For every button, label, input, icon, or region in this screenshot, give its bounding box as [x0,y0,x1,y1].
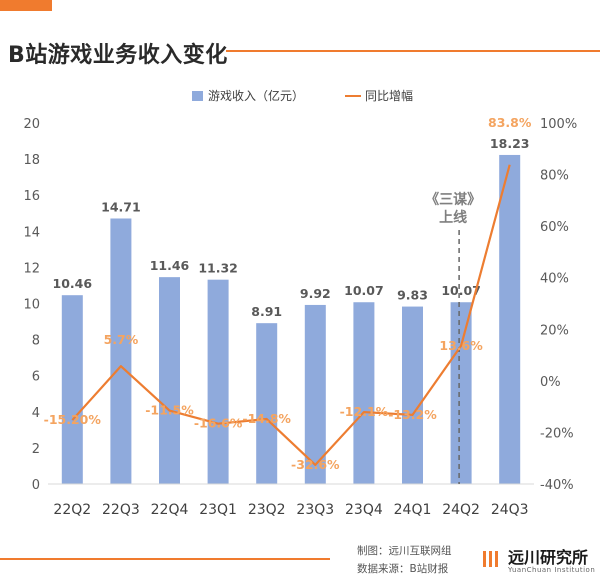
x-tick-label: 24Q2 [442,502,480,518]
bar [61,295,83,484]
x-tick-label: 24Q3 [491,502,529,518]
line-value-label: -14.8% [242,411,291,426]
bar-value-label: 11.46 [150,258,190,273]
line-value-label: -16.6% [194,416,243,431]
bar [256,323,278,484]
footer-divider [0,558,330,560]
line-value-label: 5.7% [104,332,139,347]
bar [450,302,472,484]
bar-value-label: 18.23 [490,136,530,151]
y-right-tick-label: 0% [540,375,561,390]
y-left-tick-label: 18 [23,153,40,168]
y-left-tick-label: 14 [23,225,40,240]
yoy-growth-line [71,164,511,467]
line-value-label: 83.8% [488,115,532,130]
credit-source: 数据来源：B站财报 [357,563,449,575]
legend-bar-label: 游戏收入（亿元） [208,88,304,103]
x-tick-label: 23Q4 [345,502,383,518]
x-tick-label: 23Q2 [248,502,286,518]
bar-value-label: 14.71 [101,199,141,214]
brand-subtitle: YuanChuan Institution [508,566,596,574]
y-right-tick-label: -20% [540,426,574,441]
bar-value-label: 11.32 [198,261,238,276]
y-right-tick-label: 40% [540,272,569,287]
top-accent-bar [0,0,52,11]
bar [110,218,132,484]
bar-value-label: 9.92 [300,286,331,301]
y-left-tick-label: 6 [32,370,40,385]
x-tick-label: 22Q4 [151,502,189,518]
chart-title: B站游戏业务收入变化 [8,43,228,68]
line-value-label: -11.5% [145,403,194,418]
line-value-label: -13.2% [388,407,437,422]
bar-value-label: 8.91 [251,304,282,319]
brand-name: 远川研究所 [508,548,589,567]
bar [207,279,229,484]
credit-maker: 制图：远川互联网组 [357,545,452,557]
y-right-tick-label: 80% [540,169,569,184]
bar [159,277,180,484]
line-value-label: 13.6% [439,338,483,353]
y-right-tick-label: 20% [540,323,569,338]
y-left-tick-label: 10 [23,298,40,313]
bar [499,154,521,485]
x-tick-label: 22Q3 [102,502,140,518]
x-tick-label: 23Q3 [296,502,334,518]
bar-value-label: 10.07 [344,283,384,298]
bar-value-label: 10.46 [53,276,93,291]
legend-line-label: 同比增幅 [365,88,413,103]
y-left-tick-label: 8 [32,334,40,349]
line-value-label: -12.1% [340,404,389,419]
y-left-tick-label: 4 [32,406,40,421]
y-right-tick-label: -40% [540,478,574,493]
bar [353,302,375,484]
annotation-text: 上线 [439,209,467,226]
bar-value-label: 10.07 [441,283,481,298]
y-left-tick-label: 2 [32,442,40,457]
bar-value-label: 9.83 [397,288,428,303]
brand-logo-icon [483,551,498,567]
y-right-tick-label: 100% [540,117,577,132]
y-right-tick-label: 60% [540,220,569,235]
y-left-tick-label: 16 [23,189,40,204]
x-tick-label: 22Q2 [53,502,91,518]
combo-chart: 游戏收入（亿元） 同比增幅 0 2 4 6 8 10 12 14 16 18 20 -40% -20% 0% 2… [23,88,577,518]
title-underline [226,50,600,52]
y-left-tick-label: 20 [23,117,40,132]
bar [304,304,326,484]
x-tick-label: 24Q1 [394,502,432,518]
bar [402,306,423,484]
x-tick-label: 23Q1 [199,502,237,518]
line-value-label: -32.6% [291,457,340,472]
legend-bar-swatch [192,91,203,101]
y-left-tick-label: 0 [32,478,40,493]
annotation-text: 《三谋》 [425,191,481,208]
line-value-label: -15.20% [44,412,102,427]
y-left-tick-label: 12 [23,261,40,276]
